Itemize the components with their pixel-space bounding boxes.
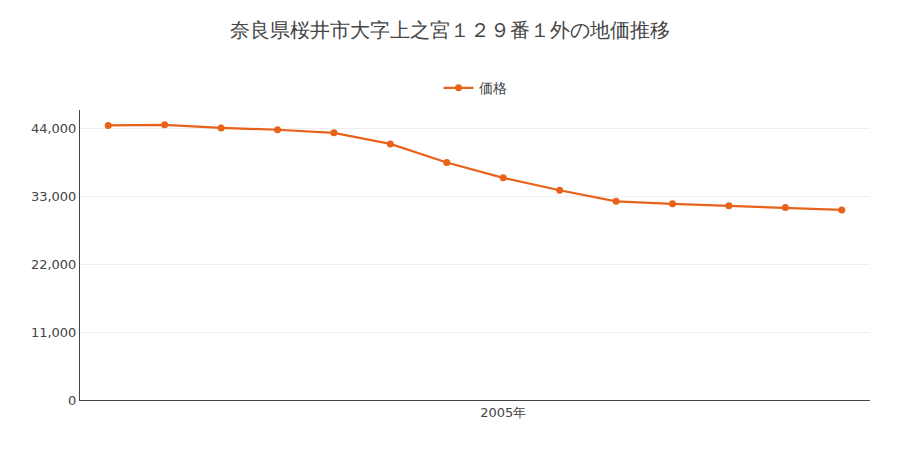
svg-text:11,000: 11,000 xyxy=(31,325,77,340)
svg-text:価格: 価格 xyxy=(479,80,507,96)
svg-text:0: 0 xyxy=(68,393,76,408)
svg-text:2005年: 2005年 xyxy=(480,405,526,420)
svg-text:奈良県桜井市大字上之宮１２９番１外の地価推移: 奈良県桜井市大字上之宮１２９番１外の地価推移 xyxy=(230,18,670,42)
svg-text:33,000: 33,000 xyxy=(31,189,77,204)
svg-text:44,000: 44,000 xyxy=(31,121,77,136)
svg-text:22,000: 22,000 xyxy=(31,257,77,272)
